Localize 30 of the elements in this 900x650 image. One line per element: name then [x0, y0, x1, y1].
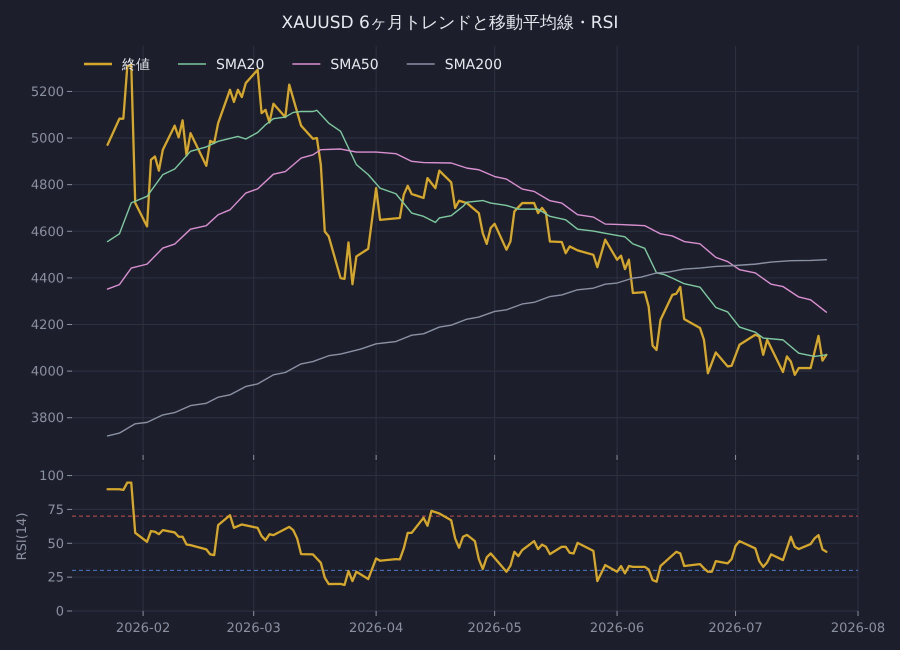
- y-tick-label: 50: [47, 536, 64, 552]
- x-tick-label: 2026-02: [116, 621, 170, 636]
- y-tick-label: 5200: [30, 84, 64, 100]
- x-tick-label: 2026-04: [348, 621, 404, 636]
- legend-label: SMA50: [330, 57, 379, 73]
- y-tick-label: 25: [47, 570, 64, 586]
- y-tick-label: 4800: [30, 178, 64, 194]
- y-tick-label: 4600: [30, 224, 64, 240]
- chart-title: XAUUSD 6ヶ月トレンドと移動平均線・RSI: [282, 13, 618, 33]
- y-tick-label: 3800: [30, 411, 64, 426]
- legend-label: 終値: [121, 57, 150, 73]
- line-series: [106, 481, 828, 586]
- y-tick-label: 4400: [30, 271, 64, 286]
- y-tick-label: 5000: [30, 132, 64, 147]
- y-tick-label: 75: [47, 502, 64, 518]
- y-tick-label: 4200: [30, 318, 64, 333]
- legend-label: SMA200: [444, 57, 502, 73]
- line-series: [106, 110, 828, 358]
- y-tick-label: 4000: [30, 364, 64, 380]
- y-tick-label: 0: [56, 604, 64, 620]
- y-tick-label: 100: [39, 469, 64, 484]
- x-tick-label: 2026-05: [467, 621, 522, 636]
- x-tick-label: 2026-06: [590, 621, 644, 636]
- legend-label: SMA20: [216, 57, 264, 73]
- x-tick-label: 2026-08: [830, 621, 886, 636]
- x-tick-label: 2026-07: [708, 621, 763, 636]
- line-series: [106, 259, 828, 437]
- y-axis-title: RSI(14): [15, 512, 30, 560]
- x-tick-label: 2026-03: [226, 621, 281, 636]
- line-series: [106, 148, 828, 313]
